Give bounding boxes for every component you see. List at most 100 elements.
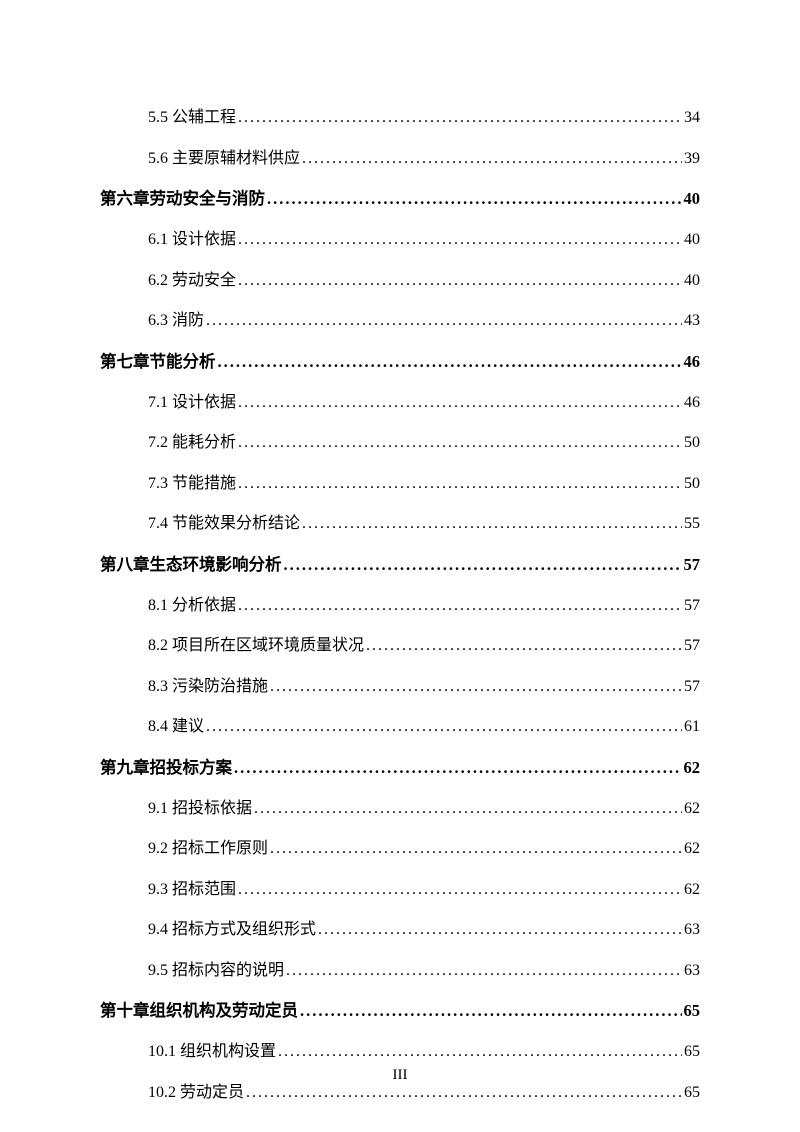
- toc-entry-label: 第七章节能分析: [100, 354, 216, 371]
- toc-entry-page: 50: [684, 435, 700, 451]
- toc-entry-label: 9.2 招标工作原则: [148, 841, 268, 857]
- toc-entry-page: 62: [684, 801, 700, 817]
- toc-leader-dots: [286, 963, 682, 979]
- toc-leader-dots: [238, 273, 682, 289]
- toc-leader-dots: [302, 151, 682, 167]
- toc-entry-label: 7.1 设计依据: [148, 395, 236, 411]
- toc-entry-page: 57: [684, 598, 700, 614]
- toc-leader-dots: [267, 191, 682, 208]
- toc-entry-label: 9.4 招标方式及组织形式: [148, 922, 316, 938]
- toc-entry-label: 8.2 项目所在区域环境质量状况: [148, 638, 364, 654]
- toc-entry-label: 9.1 招投标依据: [148, 801, 252, 817]
- toc-entry-page: 39: [684, 151, 700, 167]
- toc-sub-entry[interactable]: 7.2 能耗分析 50: [100, 435, 700, 451]
- toc-sub-entry[interactable]: 10.2 劳动定员 65: [100, 1085, 700, 1101]
- toc-entry-label: 第九章招投标方案: [100, 760, 232, 777]
- toc-leader-dots: [300, 1003, 682, 1020]
- toc-leader-dots: [278, 1044, 682, 1060]
- toc-leader-dots: [238, 598, 682, 614]
- toc-leader-dots: [218, 354, 682, 371]
- toc-leader-dots: [270, 679, 682, 695]
- toc-sub-entry[interactable]: 8.2 项目所在区域环境质量状况 57: [100, 638, 700, 654]
- toc-chapter-entry[interactable]: 第九章招投标方案 62: [100, 760, 700, 777]
- toc-sub-entry[interactable]: 7.4 节能效果分析结论 55: [100, 516, 700, 532]
- toc-entry-page: 57: [684, 679, 700, 695]
- toc-entry-label: 7.4 节能效果分析结论: [148, 516, 300, 532]
- toc-sub-entry[interactable]: 10.1 组织机构设置 65: [100, 1044, 700, 1060]
- toc-entry-label: 第八章生态环境影响分析: [100, 557, 282, 574]
- toc-entry-page: 63: [684, 922, 700, 938]
- toc-entry-label: 10.2 劳动定员: [148, 1085, 244, 1101]
- toc-chapter-entry[interactable]: 第十章组织机构及劳动定员 65: [100, 1003, 700, 1020]
- toc-chapter-entry[interactable]: 第六章劳动安全与消防 40: [100, 191, 700, 208]
- toc-leader-dots: [270, 841, 682, 857]
- toc-sub-entry[interactable]: 8.3 污染防治措施 57: [100, 679, 700, 695]
- toc-entry-label: 第六章劳动安全与消防: [100, 191, 265, 208]
- toc-entry-page: 40: [684, 273, 700, 289]
- toc-leader-dots: [238, 882, 682, 898]
- toc-leader-dots: [234, 760, 682, 777]
- toc-sub-entry[interactable]: 8.4 建议 61: [100, 719, 700, 735]
- toc-sub-entry[interactable]: 9.1 招投标依据 62: [100, 801, 700, 817]
- toc-entry-label: 6.3 消防: [148, 313, 204, 329]
- toc-sub-entry[interactable]: 9.4 招标方式及组织形式 63: [100, 922, 700, 938]
- toc-entry-page: 57: [684, 557, 701, 574]
- toc-entry-page: 62: [684, 882, 700, 898]
- toc-chapter-entry[interactable]: 第八章生态环境影响分析 57: [100, 557, 700, 574]
- toc-entry-label: 5.6 主要原辅材料供应: [148, 151, 300, 167]
- toc-sub-entry[interactable]: 6.1 设计依据 40: [100, 232, 700, 248]
- toc-sub-entry[interactable]: 7.1 设计依据 46: [100, 395, 700, 411]
- page-number: III: [0, 1067, 800, 1084]
- toc-list: 5.5 公辅工程 345.6 主要原辅材料供应 39第六章劳动安全与消防 406…: [100, 110, 700, 1101]
- toc-leader-dots: [254, 801, 682, 817]
- toc-leader-dots: [238, 232, 682, 248]
- toc-leader-dots: [238, 395, 682, 411]
- toc-sub-entry[interactable]: 7.3 节能措施 50: [100, 476, 700, 492]
- toc-entry-label: 7.2 能耗分析: [148, 435, 236, 451]
- toc-sub-entry[interactable]: 5.5 公辅工程 34: [100, 110, 700, 126]
- toc-entry-label: 8.1 分析依据: [148, 598, 236, 614]
- toc-leader-dots: [206, 719, 682, 735]
- toc-sub-entry[interactable]: 8.1 分析依据 57: [100, 598, 700, 614]
- toc-entry-label: 5.5 公辅工程: [148, 110, 236, 126]
- toc-entry-label: 8.4 建议: [148, 719, 204, 735]
- toc-entry-page: 46: [684, 354, 701, 371]
- toc-entry-label: 10.1 组织机构设置: [148, 1044, 276, 1060]
- toc-entry-label: 7.3 节能措施: [148, 476, 236, 492]
- toc-leader-dots: [366, 638, 682, 654]
- toc-entry-label: 6.1 设计依据: [148, 232, 236, 248]
- toc-entry-page: 63: [684, 963, 700, 979]
- toc-entry-label: 8.3 污染防治措施: [148, 679, 268, 695]
- toc-sub-entry[interactable]: 9.2 招标工作原则 62: [100, 841, 700, 857]
- toc-sub-entry[interactable]: 9.5 招标内容的说明 63: [100, 963, 700, 979]
- toc-entry-page: 34: [684, 110, 700, 126]
- toc-sub-entry[interactable]: 5.6 主要原辅材料供应 39: [100, 151, 700, 167]
- toc-leader-dots: [318, 922, 682, 938]
- toc-entry-page: 50: [684, 476, 700, 492]
- toc-chapter-entry[interactable]: 第七章节能分析 46: [100, 354, 700, 371]
- toc-entry-page: 46: [684, 395, 700, 411]
- toc-entry-page: 43: [684, 313, 700, 329]
- toc-entry-page: 61: [684, 719, 700, 735]
- toc-leader-dots: [206, 313, 682, 329]
- toc-leader-dots: [238, 110, 682, 126]
- toc-sub-entry[interactable]: 6.3 消防 43: [100, 313, 700, 329]
- toc-entry-page: 62: [684, 760, 701, 777]
- toc-entry-page: 55: [684, 516, 700, 532]
- toc-entry-page: 65: [684, 1003, 701, 1020]
- toc-leader-dots: [302, 516, 682, 532]
- toc-entry-label: 9.3 招标范围: [148, 882, 236, 898]
- toc-entry-label: 第十章组织机构及劳动定员: [100, 1003, 298, 1020]
- toc-entry-page: 57: [684, 638, 700, 654]
- toc-entry-page: 62: [684, 841, 700, 857]
- toc-leader-dots: [238, 476, 682, 492]
- toc-entry-page: 65: [684, 1044, 700, 1060]
- toc-sub-entry[interactable]: 6.2 劳动安全 40: [100, 273, 700, 289]
- toc-entry-label: 9.5 招标内容的说明: [148, 963, 284, 979]
- toc-leader-dots: [246, 1085, 682, 1101]
- toc-entry-page: 65: [684, 1085, 700, 1101]
- toc-leader-dots: [284, 557, 682, 574]
- toc-page: 5.5 公辅工程 345.6 主要原辅材料供应 39第六章劳动安全与消防 406…: [0, 0, 800, 1132]
- toc-entry-page: 40: [684, 232, 700, 248]
- toc-sub-entry[interactable]: 9.3 招标范围 62: [100, 882, 700, 898]
